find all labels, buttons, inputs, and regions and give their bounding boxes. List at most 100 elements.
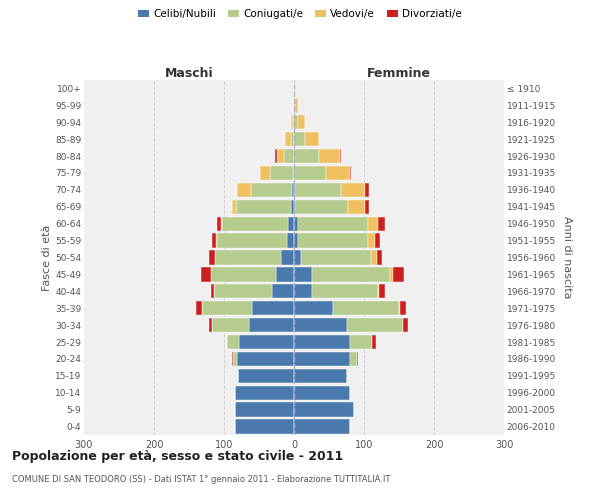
Bar xyxy=(378,284,379,298)
Bar xyxy=(222,216,289,231)
Bar xyxy=(311,284,378,298)
Bar xyxy=(235,420,294,434)
Bar xyxy=(294,149,319,164)
Bar xyxy=(215,250,281,264)
Bar xyxy=(236,352,294,366)
Bar xyxy=(217,234,287,248)
Bar xyxy=(298,115,305,130)
Bar xyxy=(294,368,347,383)
Bar xyxy=(201,267,211,281)
Bar xyxy=(260,166,270,180)
Bar xyxy=(235,402,294,417)
Text: Popolazione per età, sesso e stato civile - 2011: Popolazione per età, sesso e stato civil… xyxy=(12,450,343,463)
Bar xyxy=(294,402,353,417)
Bar xyxy=(290,200,294,214)
Bar xyxy=(294,352,350,366)
Bar xyxy=(298,234,367,248)
Bar xyxy=(272,284,294,298)
Bar xyxy=(294,216,298,231)
Bar xyxy=(301,250,371,264)
Bar xyxy=(212,234,215,248)
Bar xyxy=(289,216,294,231)
Bar xyxy=(403,318,408,332)
Bar xyxy=(390,267,394,281)
Bar xyxy=(239,335,294,349)
Bar xyxy=(294,115,298,130)
Text: Maschi: Maschi xyxy=(164,67,214,80)
Bar xyxy=(294,132,305,146)
Bar xyxy=(311,267,390,281)
Bar xyxy=(293,115,294,130)
Bar xyxy=(287,234,294,248)
Bar xyxy=(340,149,341,164)
Bar xyxy=(285,132,290,146)
Bar xyxy=(275,149,277,164)
Bar xyxy=(378,216,385,231)
Bar xyxy=(379,284,385,298)
Bar xyxy=(270,166,293,180)
Text: COMUNE DI SAN TEODORO (SS) - Dati ISTAT 1° gennaio 2011 - Elaborazione TUTTITALI: COMUNE DI SAN TEODORO (SS) - Dati ISTAT … xyxy=(12,475,391,484)
Bar xyxy=(212,318,248,332)
Bar xyxy=(399,301,400,316)
Y-axis label: Fasce di età: Fasce di età xyxy=(42,224,52,290)
Bar xyxy=(202,301,252,316)
Bar xyxy=(294,166,325,180)
Bar xyxy=(232,352,233,366)
Bar xyxy=(365,200,369,214)
Bar xyxy=(371,250,377,264)
Bar xyxy=(294,98,295,112)
Bar xyxy=(238,182,251,197)
Bar xyxy=(298,216,367,231)
Bar xyxy=(281,250,294,264)
Bar xyxy=(277,149,284,164)
Bar xyxy=(217,216,221,231)
Bar xyxy=(211,267,276,281)
Text: Femmine: Femmine xyxy=(367,67,431,80)
Bar xyxy=(292,182,294,197)
Bar xyxy=(209,318,212,332)
Bar xyxy=(377,250,382,264)
Bar xyxy=(295,98,298,112)
Bar xyxy=(248,318,294,332)
Bar xyxy=(367,216,378,231)
Bar xyxy=(215,234,217,248)
Bar xyxy=(367,234,374,248)
Bar xyxy=(276,267,294,281)
Bar xyxy=(332,301,399,316)
Bar xyxy=(350,335,373,349)
Bar xyxy=(357,352,358,366)
Bar xyxy=(347,318,403,332)
Bar xyxy=(294,318,347,332)
Bar xyxy=(293,98,294,112)
Bar xyxy=(233,352,236,366)
Bar xyxy=(373,335,376,349)
Bar xyxy=(284,149,294,164)
Bar xyxy=(235,386,294,400)
Bar xyxy=(209,250,215,264)
Bar xyxy=(252,301,294,316)
Bar xyxy=(295,182,341,197)
Bar xyxy=(294,267,311,281)
Bar xyxy=(294,335,350,349)
Bar xyxy=(341,182,365,197)
Bar xyxy=(294,200,295,214)
Bar xyxy=(350,166,352,180)
Bar xyxy=(251,182,292,197)
Bar xyxy=(293,166,294,180)
Bar xyxy=(227,335,239,349)
Bar xyxy=(196,301,202,316)
Bar xyxy=(214,284,272,298)
Bar xyxy=(294,250,301,264)
Bar xyxy=(400,301,406,316)
Bar xyxy=(232,200,236,214)
Bar xyxy=(394,267,404,281)
Bar xyxy=(221,216,222,231)
Bar xyxy=(305,132,319,146)
Bar xyxy=(294,386,350,400)
Bar xyxy=(319,149,340,164)
Bar xyxy=(294,234,298,248)
Bar xyxy=(294,284,311,298)
Bar xyxy=(365,182,369,197)
Bar xyxy=(348,200,365,214)
Bar xyxy=(211,284,214,298)
